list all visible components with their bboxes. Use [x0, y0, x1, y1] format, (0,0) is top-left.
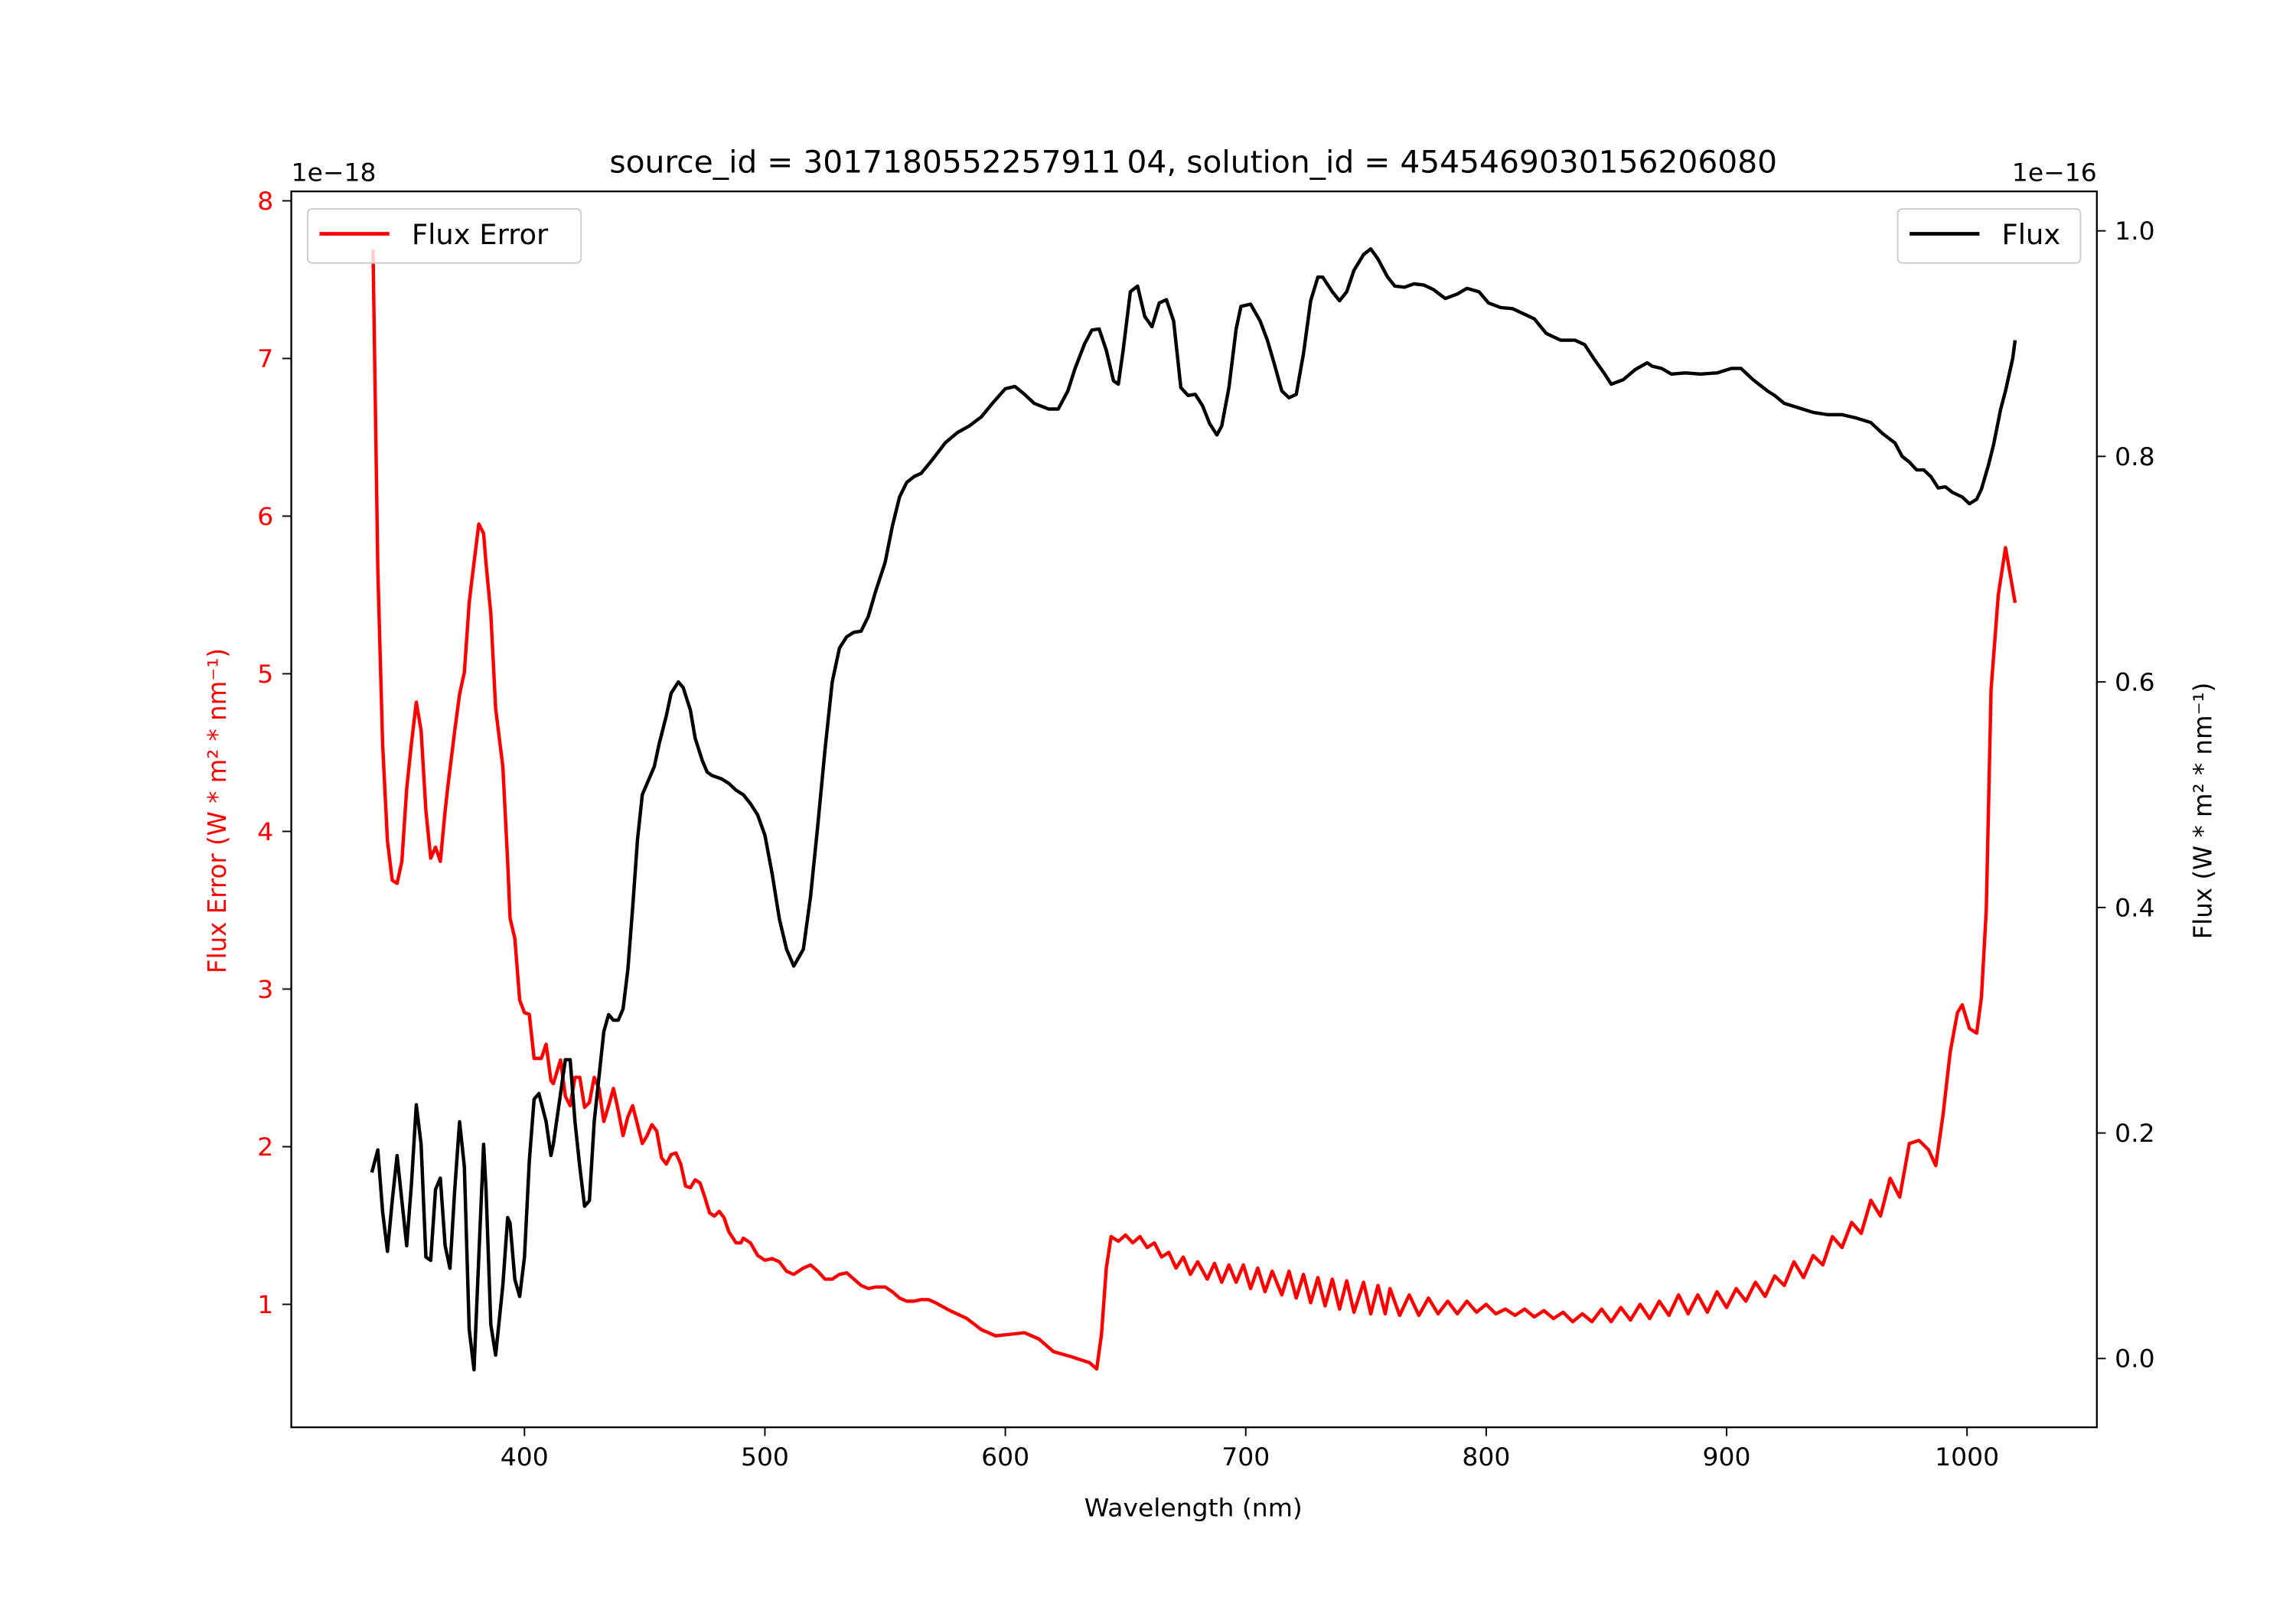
- left-y-axis-label: Flux Error (W * m² * nm⁻¹): [203, 648, 232, 973]
- x-tick-label: 700: [1221, 1442, 1270, 1472]
- left-y-tick-label: 3: [257, 975, 273, 1004]
- x-tick-label: 900: [1703, 1442, 1751, 1472]
- left-y-tick-label: 4: [257, 817, 273, 846]
- x-tick-label: 600: [981, 1442, 1029, 1472]
- legend-box: [306, 208, 582, 264]
- legend-flux: Flux: [1896, 208, 2082, 264]
- series-line-flux-error: [371, 249, 2017, 1371]
- right-axis-offset: 1e−16: [2012, 158, 2097, 187]
- x-tick-label: 400: [501, 1442, 549, 1472]
- left-y-tick-label: 7: [257, 344, 273, 373]
- x-tick-label: 800: [1462, 1442, 1510, 1472]
- axes-frame: [290, 190, 2098, 1429]
- left-y-tick-label: 6: [257, 502, 273, 531]
- right-y-tick-label: 1.0: [2115, 217, 2154, 246]
- left-y-tick-label: 2: [257, 1133, 273, 1162]
- legend-label-flux-error: Flux Error: [412, 218, 549, 251]
- series-line-flux: [370, 247, 2017, 1372]
- legend-flux-error: Flux Error: [306, 208, 582, 264]
- right-y-axis-label: Flux (W * m² * nm⁻¹): [2188, 683, 2217, 940]
- legend-box: [1896, 208, 2082, 264]
- right-y-tick-label: 0.4: [2115, 894, 2154, 923]
- left-axis-offset: 1e−18: [292, 158, 377, 187]
- right-y-tick-label: 0.2: [2115, 1119, 2154, 1148]
- right-y-tick-label: 0.6: [2115, 668, 2154, 697]
- right-y-tick-label: 0.8: [2115, 442, 2154, 471]
- chart-title: source_id = 3017180552257911 04, solutio…: [609, 144, 1777, 181]
- right-y-tick-label: 0.0: [2115, 1345, 2154, 1374]
- x-axis-label: Wavelength (nm): [1084, 1494, 1303, 1523]
- x-tick-label: 500: [741, 1442, 789, 1472]
- left-y-tick-label: 5: [257, 660, 273, 689]
- legend-label-flux: Flux: [2002, 218, 2061, 251]
- left-y-tick-label: 1: [257, 1290, 273, 1319]
- left-y-tick-label: 8: [257, 187, 273, 216]
- x-tick-label: 1000: [1935, 1442, 1999, 1472]
